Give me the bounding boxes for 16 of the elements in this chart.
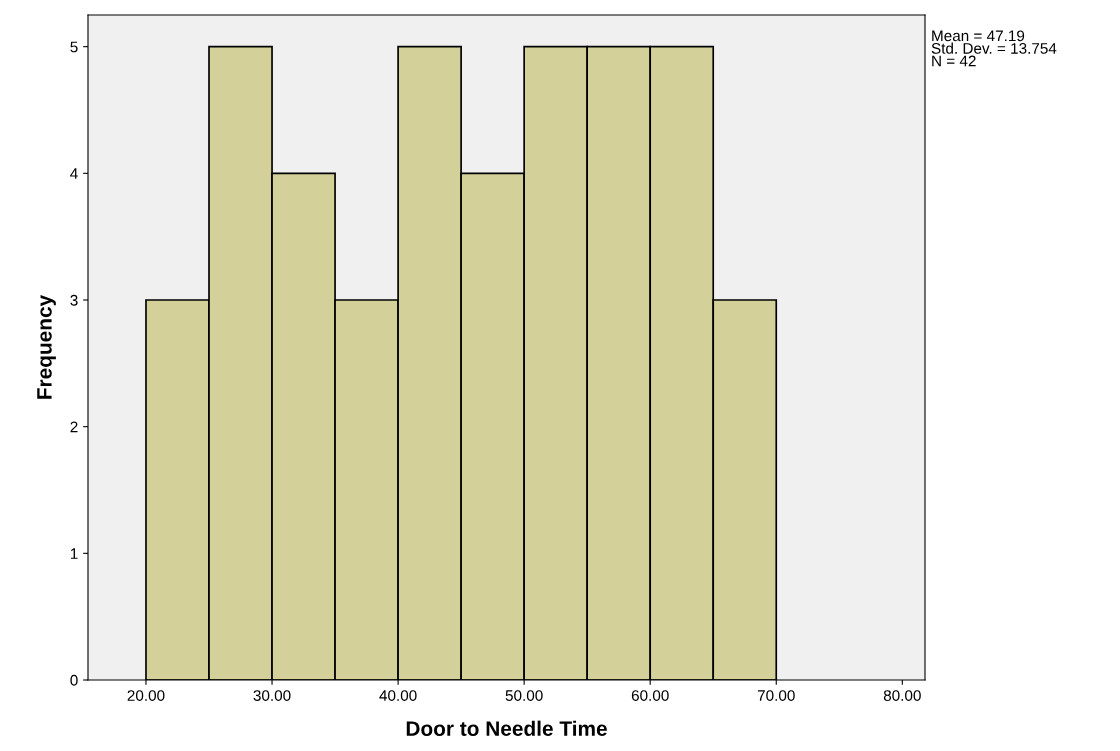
x-tick-label: 30.00 xyxy=(253,690,291,701)
y-tick-label: 0 xyxy=(70,674,78,686)
y-tick-label: 3 xyxy=(70,294,78,306)
x-tick-label: 80.00 xyxy=(883,690,921,701)
y-tick-label: 4 xyxy=(70,168,78,179)
x-tick-label: 40.00 xyxy=(379,690,417,701)
x-axis-title: Door to Needle Time xyxy=(406,720,607,736)
x-tick-label: 20.00 xyxy=(127,690,165,701)
y-tick-label: 2 xyxy=(70,421,78,433)
x-tick-label: 70.00 xyxy=(757,690,795,701)
y-tick-label: 1 xyxy=(70,548,78,559)
y-axis-title: Frequency xyxy=(37,294,56,399)
x-tick-label: 60.00 xyxy=(631,690,669,701)
text: Mean = 47.19 Std. Dev. = 13.754 N = 42 xyxy=(931,30,1057,67)
x-tick-label: 50.00 xyxy=(505,690,543,701)
y-tick-label: 5 xyxy=(70,41,78,53)
